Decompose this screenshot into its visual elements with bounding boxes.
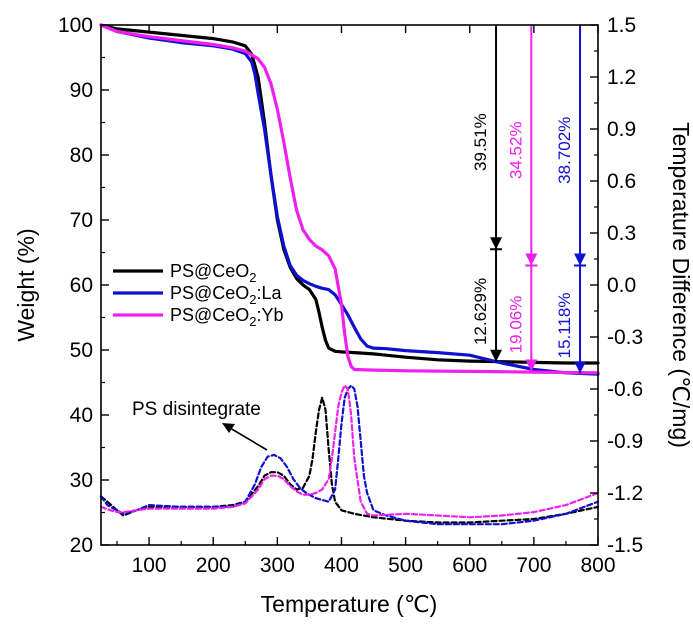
series-line-2 bbox=[99, 23, 600, 375]
arrow-top-magenta bbox=[525, 253, 538, 266]
y-axis-label: Weight (%) bbox=[13, 228, 39, 341]
x-tick-label: 200 bbox=[196, 554, 231, 577]
y2-tick-label: 0.9 bbox=[607, 118, 636, 141]
y2-tick-label: 0.0 bbox=[607, 274, 636, 297]
disintegrate-arrow-head bbox=[222, 423, 235, 433]
x-tick-label: 700 bbox=[516, 554, 551, 577]
disintegrate-arrow-shaft bbox=[229, 427, 268, 451]
y2-tick-label: -1.2 bbox=[607, 482, 643, 505]
y-tick-label: 80 bbox=[70, 144, 93, 167]
annotation-label-top-blue: 38.702% bbox=[555, 117, 574, 184]
annotation-label-bottom-black: 12.629% bbox=[471, 278, 490, 345]
y-tick-label: 30 bbox=[70, 469, 93, 492]
y2-tick-label: -1.5 bbox=[607, 534, 643, 557]
y2-axis-label: Temperature Difference (℃/mg) bbox=[668, 122, 693, 448]
y-tick-label: 100 bbox=[58, 14, 93, 37]
y2-tick-label: 1.5 bbox=[607, 14, 636, 37]
y2-tick-label: -0.3 bbox=[607, 326, 643, 349]
x-tick-label: 300 bbox=[260, 554, 295, 577]
series-line-4 bbox=[99, 384, 600, 526]
disintegrate-label: PS disintegrate bbox=[132, 399, 261, 420]
arrow-top-blue bbox=[574, 253, 587, 266]
y-tick-label: 50 bbox=[70, 339, 93, 362]
x-tick-label: 400 bbox=[324, 554, 359, 577]
series-line-1 bbox=[99, 23, 600, 376]
y-tick-label: 40 bbox=[70, 404, 93, 427]
annotation-label-top-magenta: 34.52% bbox=[506, 121, 525, 179]
y-tick-label: 60 bbox=[70, 274, 93, 297]
x-tick-label: 500 bbox=[388, 554, 423, 577]
y-tick-label: 20 bbox=[70, 534, 93, 557]
y2-tick-label: 0.3 bbox=[607, 222, 636, 245]
annotation-label-bottom-magenta: 19.06% bbox=[506, 296, 525, 354]
arrow-bottom-black bbox=[490, 349, 503, 362]
legend-label-0: PS@CeO2 bbox=[170, 261, 257, 285]
arrow-bottom-magenta bbox=[525, 359, 538, 372]
y-tick-label: 90 bbox=[70, 79, 93, 102]
plot-area bbox=[99, 23, 600, 526]
arrow-top-black bbox=[490, 237, 503, 250]
axes-layer: Temperature (℃) Weight (%) Temperature D… bbox=[13, 14, 693, 617]
x-tick-label: 800 bbox=[580, 554, 615, 577]
y2-tick-label: 1.2 bbox=[607, 66, 636, 89]
annotation-label-top-black: 39.51% bbox=[471, 113, 490, 171]
x-axis-label: Temperature (℃) bbox=[261, 591, 438, 617]
y2-tick-label: -0.9 bbox=[607, 430, 643, 453]
y2-tick-label: 0.6 bbox=[607, 170, 636, 193]
y2-tick-label: -0.6 bbox=[607, 378, 643, 401]
arrow-bottom-blue bbox=[574, 361, 587, 374]
y-tick-label: 70 bbox=[70, 209, 93, 232]
legend-label-2: PS@CeO2:Yb bbox=[170, 305, 284, 329]
legend-label-1: PS@CeO2:La bbox=[170, 283, 283, 307]
x-tick-label: 100 bbox=[132, 554, 167, 577]
series-line-5 bbox=[99, 384, 600, 519]
x-tick-label: 600 bbox=[452, 554, 487, 577]
series-line-0 bbox=[99, 23, 600, 365]
annotation-label-bottom-blue: 15.118% bbox=[555, 293, 574, 359]
annotations-layer: 39.51% 12.629% 34.52% 19.06% 38.702% 15.118% P… bbox=[132, 25, 587, 451]
